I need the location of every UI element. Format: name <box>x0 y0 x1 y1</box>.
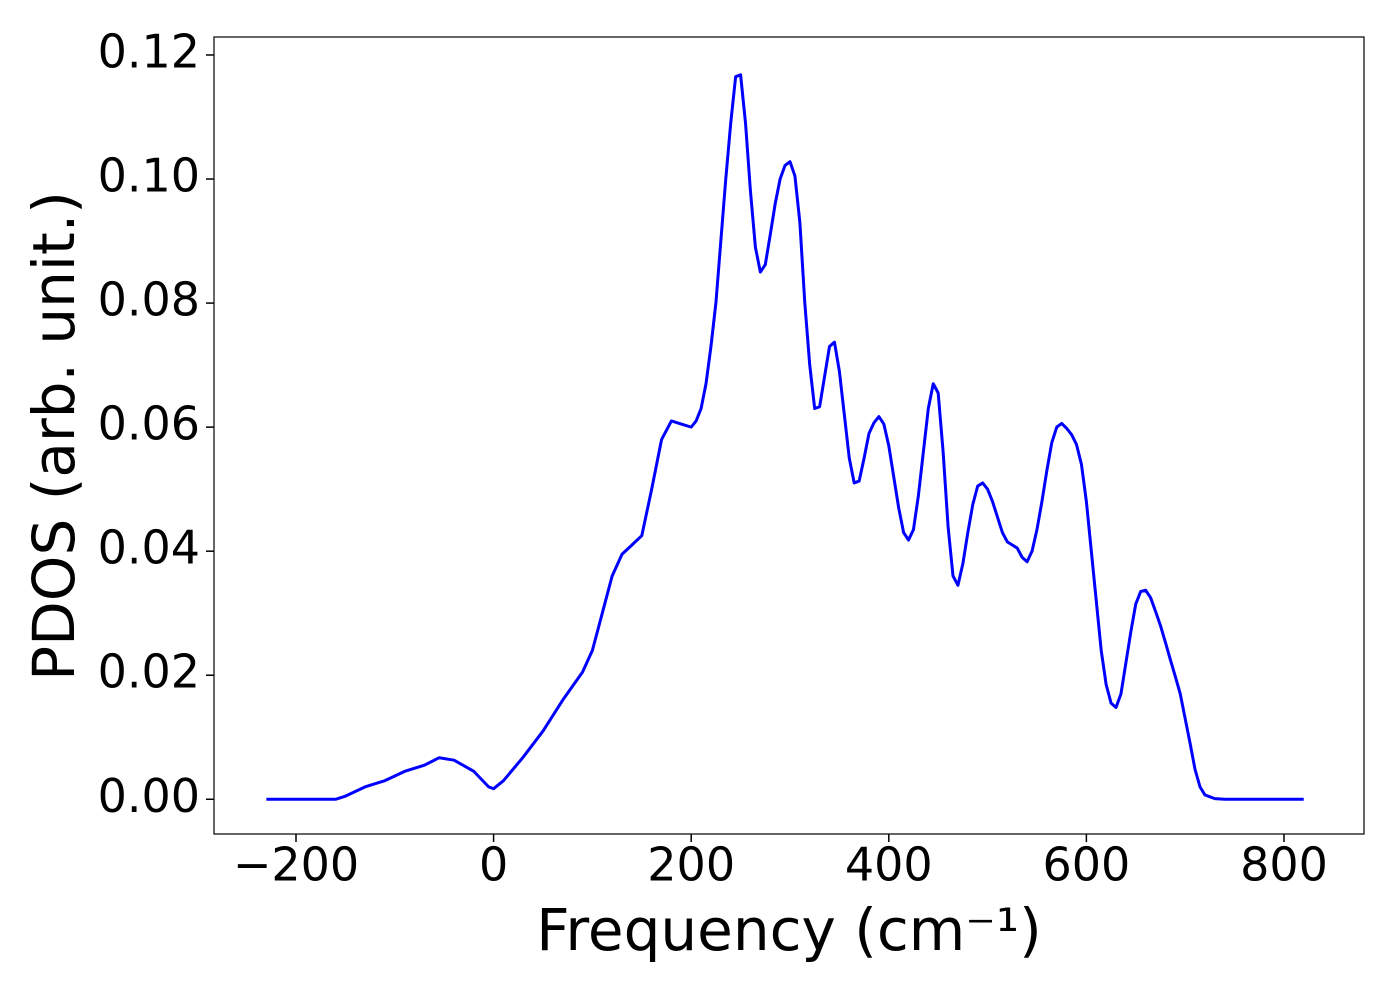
plot-frame <box>213 36 1365 835</box>
y-tick-label: 0.06 <box>98 397 200 451</box>
y-tick-label: 0.02 <box>98 645 200 699</box>
y-axis-label: PDOS (arb. unit.) <box>20 191 88 681</box>
x-tick-label: 0 <box>479 838 508 892</box>
x-tick-label: 400 <box>845 838 933 892</box>
x-axis-label: Frequency (cm⁻¹) <box>536 896 1042 964</box>
y-tick-label: 0.00 <box>98 769 200 823</box>
x-tick-label: 600 <box>1042 838 1130 892</box>
y-tick-label: 0.08 <box>98 273 200 327</box>
y-tick-label: 0.04 <box>98 521 200 575</box>
data-line <box>266 73 1304 801</box>
y-tick-label: 0.12 <box>98 24 200 78</box>
x-tick-label: 800 <box>1240 838 1328 892</box>
x-tick-label: −200 <box>233 838 359 892</box>
y-tick-label: 0.10 <box>98 149 200 203</box>
x-tick-label: 200 <box>647 838 735 892</box>
